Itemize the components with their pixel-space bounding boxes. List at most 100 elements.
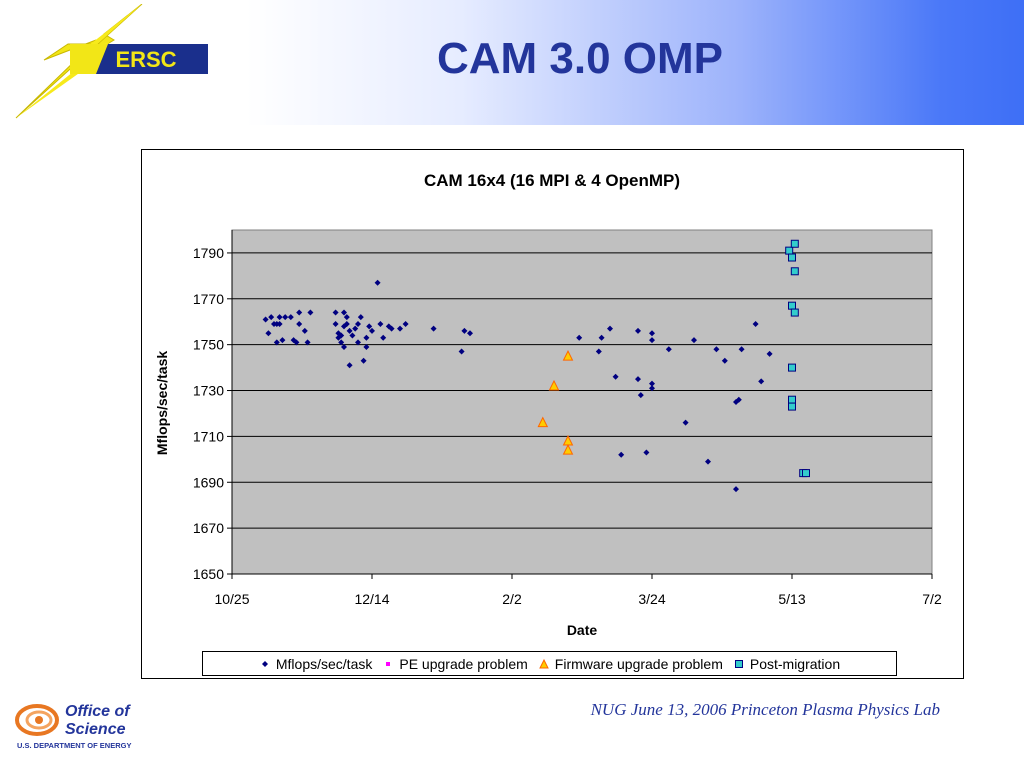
data-point-firmware bbox=[562, 350, 574, 361]
data-point-mflops bbox=[758, 378, 765, 385]
data-point-mflops bbox=[341, 309, 347, 316]
data-point-mflops bbox=[366, 323, 373, 330]
square-marker-icon bbox=[386, 661, 391, 666]
y-tick-label: 1670 bbox=[193, 520, 224, 536]
data-point-mflops bbox=[341, 343, 347, 350]
y-tick-label: 1710 bbox=[193, 428, 224, 444]
diamond-marker-icon bbox=[261, 660, 268, 667]
data-point-mflops bbox=[649, 380, 655, 387]
legend-item-firmware: Firmware upgrade problem bbox=[538, 656, 723, 672]
x-tick-label: 12/14 bbox=[354, 591, 389, 607]
data-point-post-migration bbox=[788, 253, 796, 262]
data-point-mflops bbox=[665, 346, 672, 353]
data-point-mflops bbox=[721, 357, 728, 364]
data-point-mflops bbox=[268, 314, 275, 321]
data-point-mflops bbox=[363, 334, 370, 341]
x-tick-label: 7/2 bbox=[922, 591, 942, 607]
data-point-mflops bbox=[637, 392, 644, 399]
data-point-mflops bbox=[649, 337, 655, 344]
data-point-mflops bbox=[355, 339, 361, 346]
data-point-mflops bbox=[265, 330, 272, 337]
plot-background bbox=[231, 229, 933, 575]
data-point-mflops bbox=[363, 343, 370, 350]
data-point-post-migration bbox=[790, 308, 799, 317]
y-tick-label: 1750 bbox=[193, 337, 224, 353]
data-point-mflops bbox=[738, 346, 745, 353]
data-point-mflops bbox=[301, 327, 308, 334]
data-point-mflops bbox=[338, 332, 345, 339]
data-point-mflops bbox=[296, 321, 303, 328]
data-point-mflops bbox=[276, 321, 283, 328]
data-point-mflops bbox=[576, 334, 583, 341]
data-point-mflops bbox=[343, 321, 350, 328]
data-point-mflops bbox=[293, 339, 300, 346]
data-point-mflops bbox=[733, 486, 739, 493]
data-point-post-migration bbox=[790, 267, 799, 276]
data-point-mflops bbox=[612, 373, 619, 380]
data-point-mflops bbox=[332, 321, 339, 328]
data-point-mflops bbox=[705, 458, 711, 465]
data-point-mflops bbox=[607, 325, 613, 332]
chart-legend: Mflops/sec/task PE upgrade problem Firmw… bbox=[202, 651, 897, 676]
data-point-mflops bbox=[262, 316, 269, 323]
x-tick-label: 5/13 bbox=[778, 591, 805, 607]
x-axis-label: Date bbox=[567, 622, 598, 638]
data-point-mflops bbox=[430, 325, 437, 332]
data-point-mflops bbox=[276, 314, 283, 321]
data-point-mflops bbox=[352, 325, 359, 332]
y-tick-label: 1790 bbox=[193, 245, 224, 261]
nersc-logo-text: ERSC bbox=[115, 47, 176, 72]
data-point-mflops bbox=[355, 321, 361, 328]
legend-label-mflops: Mflops/sec/task bbox=[275, 655, 373, 672]
doe-science-logo: Office of Science U.S. DEPARTMENT OF ENE… bbox=[15, 703, 131, 750]
data-point-mflops bbox=[349, 332, 356, 339]
ofs-line2: Science bbox=[65, 721, 126, 738]
nersc-lightning-logo: ERSC bbox=[15, 4, 208, 119]
data-point-mflops bbox=[380, 334, 387, 341]
data-point-mflops bbox=[595, 348, 602, 355]
data-point-mflops bbox=[643, 449, 650, 456]
data-point-mflops bbox=[338, 339, 345, 346]
data-point-mflops bbox=[467, 330, 473, 337]
data-point-mflops bbox=[304, 339, 311, 346]
y-tick-label: 1650 bbox=[193, 566, 224, 582]
data-point-firmware bbox=[562, 444, 574, 455]
legend-item-post-migration: Post-migration bbox=[733, 656, 840, 672]
legend-label-post-migration: Post-migration bbox=[749, 655, 841, 672]
data-point-mflops bbox=[346, 362, 353, 369]
x-tick-label: 2/2 bbox=[502, 591, 522, 607]
data-point-mflops bbox=[735, 396, 742, 403]
legend-item-mflops: Mflops/sec/task bbox=[259, 656, 372, 672]
data-point-post-migration bbox=[785, 246, 794, 255]
chart-title: CAM 16x4 (16 MPI & 4 OpenMP) bbox=[424, 171, 680, 190]
data-point-mflops bbox=[598, 334, 605, 341]
data-point-mflops bbox=[635, 376, 641, 383]
data-point-mflops bbox=[279, 337, 286, 344]
plot-area: 1650 1670 1690 1710 1730 1750 1770 1790 10/25 12/… bbox=[193, 229, 942, 607]
ofs-line3: U.S. DEPARTMENT OF ENERGY bbox=[17, 741, 131, 750]
data-point-mflops bbox=[691, 337, 697, 344]
data-point-mflops bbox=[374, 279, 381, 286]
data-point-mflops bbox=[377, 321, 384, 328]
data-point-mflops bbox=[332, 309, 339, 316]
data-point-post-migration bbox=[790, 239, 799, 248]
data-point-mflops bbox=[388, 325, 395, 332]
data-point-post-migration bbox=[788, 402, 796, 411]
triangle-marker-icon bbox=[538, 658, 549, 668]
data-point-mflops bbox=[287, 314, 294, 321]
data-point-mflops bbox=[752, 321, 759, 328]
data-point-mflops bbox=[461, 327, 468, 334]
data-point-mflops bbox=[369, 327, 375, 334]
ofs-line1: Office of bbox=[65, 703, 131, 720]
data-point-mflops bbox=[682, 419, 689, 426]
data-point-mflops bbox=[296, 309, 303, 316]
data-point-mflops bbox=[343, 314, 350, 321]
y-tick-label: 1730 bbox=[193, 383, 224, 399]
data-point-mflops bbox=[402, 321, 409, 328]
data-point-mflops bbox=[766, 350, 773, 357]
data-point-mflops bbox=[307, 309, 314, 316]
data-point-mflops bbox=[458, 348, 465, 355]
data-point-mflops bbox=[273, 339, 280, 346]
data-point-firmware bbox=[548, 379, 560, 391]
